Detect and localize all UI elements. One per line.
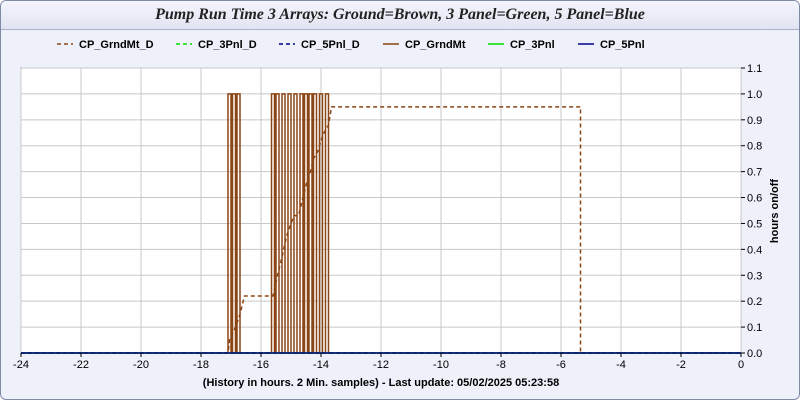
legend-label-cp-5pnl: CP_5Pnl	[600, 39, 645, 51]
legend-label-cp-grndmt-d: CP_GrndMt_D	[79, 39, 154, 51]
x-axis: -24 -22 -20 -18 -16 -14 -12 -10 -8 -6 -4 -2 0	[13, 353, 744, 371]
y-tick-label: 0.1	[747, 322, 762, 334]
x-tick-label: -4	[616, 359, 626, 371]
chart-title: Pump Run Time 3 Arrays: Ground=Brown, 3 …	[155, 6, 645, 23]
legend-label-cp-3pnl: CP_3Pnl	[510, 39, 555, 51]
y-tick-label: 0.6	[747, 193, 762, 205]
x-tick-label: 0	[738, 359, 744, 371]
y-tick-label: 1.1	[747, 63, 762, 75]
y-tick-label: 0.0	[747, 348, 762, 360]
legend: CP_GrndMt_D CP_3Pnl_D CP_5Pnl_D CP_GrndMt CP…	[57, 39, 645, 51]
x-tick-label: -18	[193, 359, 209, 371]
x-axis-label: (History in hours. 2 Min. samples) - Las…	[203, 377, 559, 389]
legend-label-cp-3pnl-d: CP_3Pnl_D	[198, 39, 257, 51]
x-tick-label: -2	[676, 359, 686, 371]
legend-label-cp-grndmt: CP_GrndMt	[405, 39, 466, 51]
legend-label-cp-5pnl-d: CP_5Pnl_D	[301, 39, 360, 51]
y-tick-label: 0.5	[747, 218, 762, 230]
y-tick-label: 0.2	[747, 296, 762, 308]
x-tick-label: -24	[13, 359, 29, 371]
x-tick-label: -10	[433, 359, 449, 371]
title-bar: Pump Run Time 3 Arrays: Ground=Brown, 3 …	[1, 1, 799, 30]
y-tick-label: 0.4	[747, 244, 762, 256]
x-tick-label: -6	[556, 359, 566, 371]
x-tick-label: -14	[313, 359, 329, 371]
x-tick-label: -8	[496, 359, 506, 371]
y-axis-label: hours on/off	[769, 179, 781, 243]
grid	[20, 67, 742, 354]
y-tick-label: 0.3	[747, 270, 762, 282]
y-tick-label: 0.9	[747, 115, 762, 127]
x-tick-label: -16	[253, 359, 269, 371]
y-tick-label: 0.7	[747, 167, 762, 179]
x-tick-label: -12	[373, 359, 389, 371]
y-tick-label: 1.0	[747, 89, 762, 101]
y-tick-label: 0.8	[747, 141, 762, 153]
x-tick-label: -20	[133, 359, 149, 371]
x-tick-label: -22	[73, 359, 89, 371]
y-axis: 0.0 0.1 0.2 0.3 0.4 0.5 0.6 0.7 0.8 0.9 1.0 1.1	[741, 63, 762, 360]
